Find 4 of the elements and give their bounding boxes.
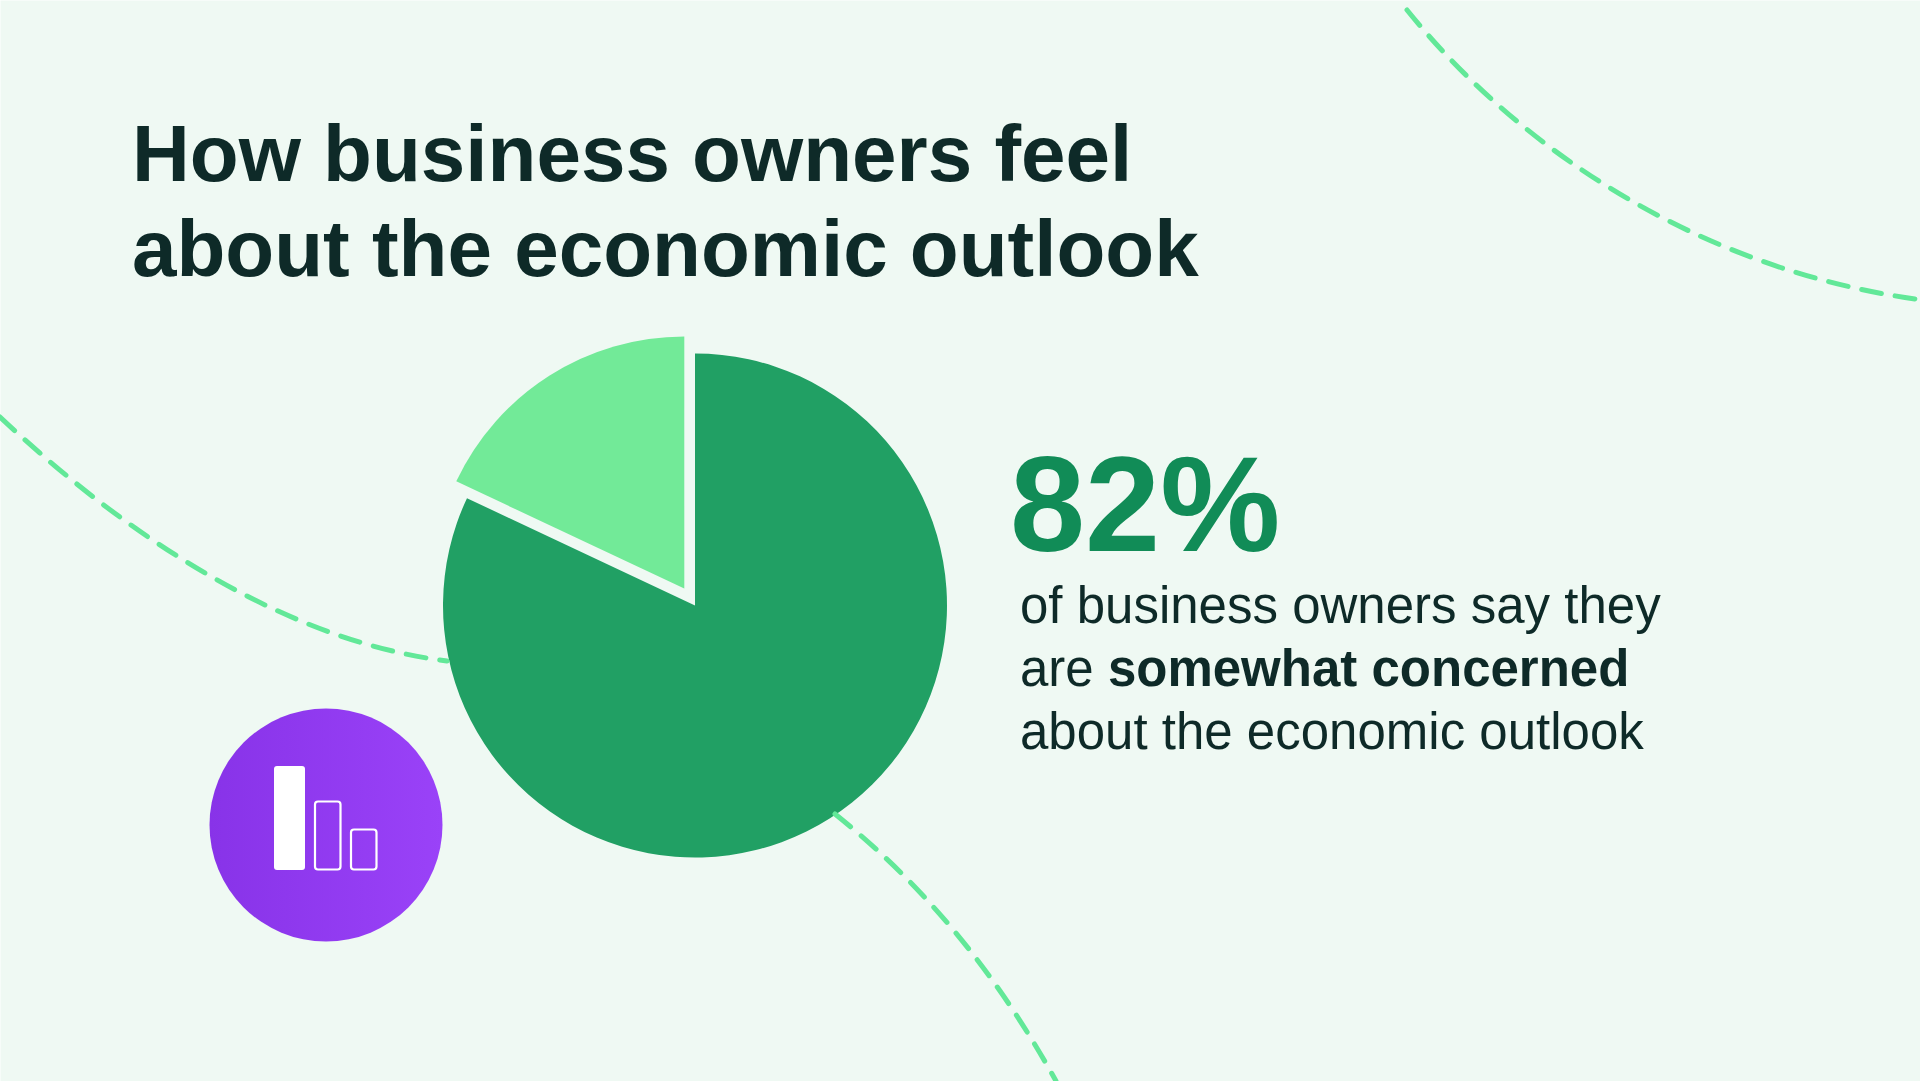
text: somewhat concerned xyxy=(1107,640,1630,697)
text: about the economic outlook xyxy=(1020,703,1644,760)
chart-title: How business owners feel about the economic outlook xyxy=(132,108,1200,295)
data-label: 82% xyxy=(1010,429,1281,580)
